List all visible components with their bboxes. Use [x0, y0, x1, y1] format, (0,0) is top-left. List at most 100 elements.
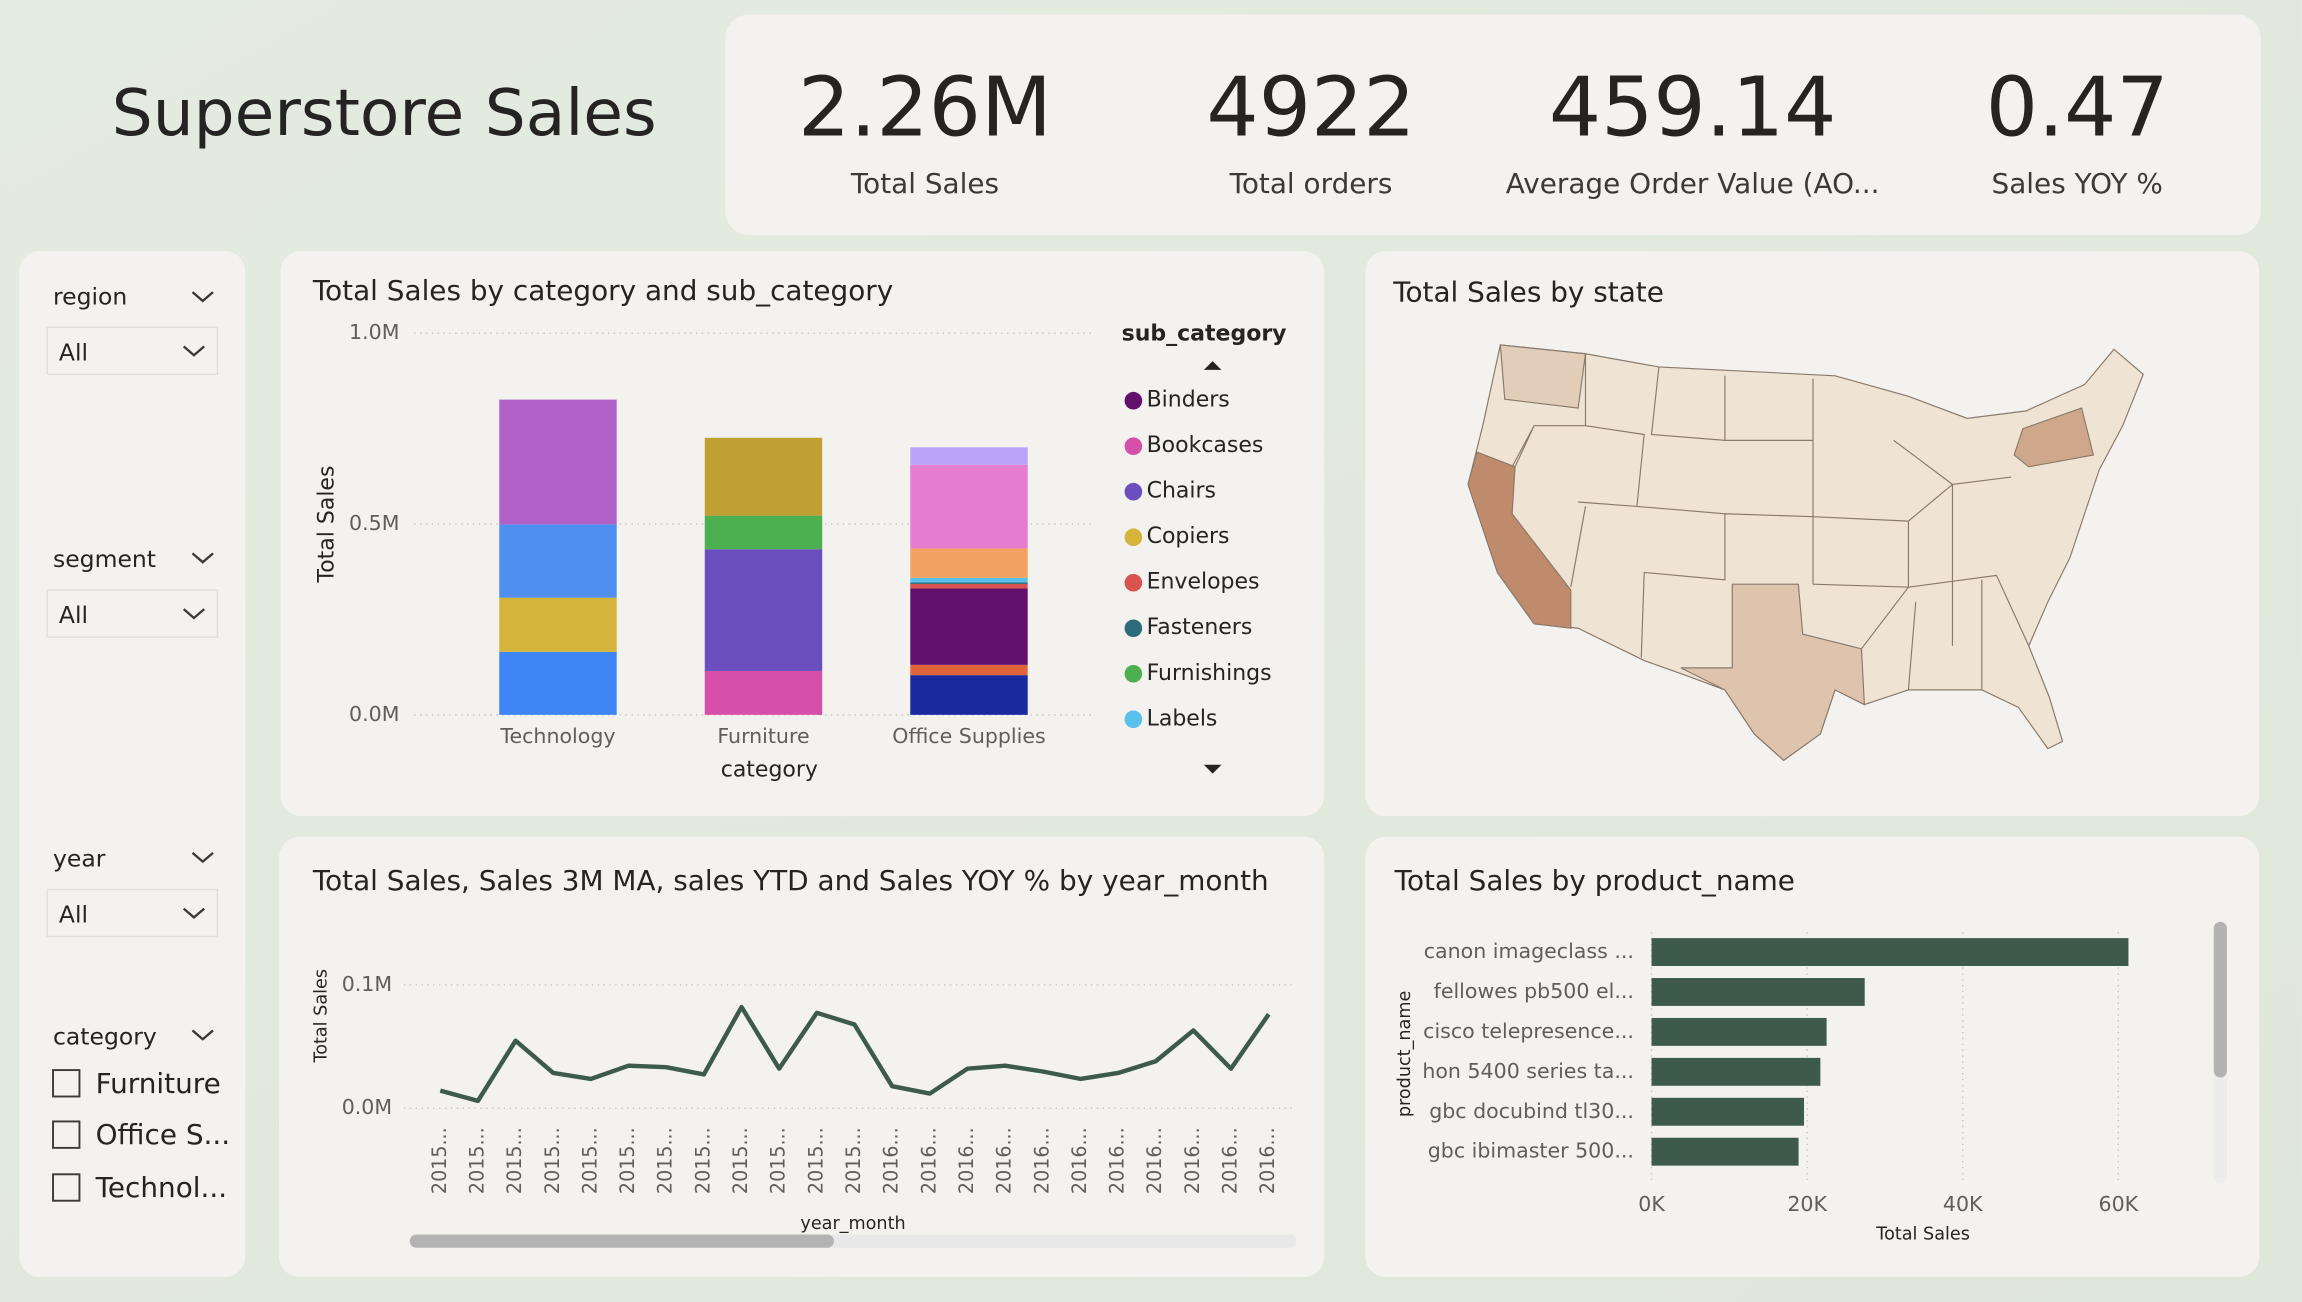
chevron[interactable]: [191, 851, 214, 864]
x-tick-label: 2015...: [805, 1127, 827, 1194]
y-tick-label: 0.5M: [349, 511, 399, 535]
state-shape[interactable]: [1680, 583, 1866, 762]
x-tick-label: 2016...: [881, 1127, 903, 1194]
dropdown-value: All: [59, 338, 88, 366]
bar-segment: [704, 549, 823, 671]
bar: [1651, 1017, 1827, 1046]
state-borders: [1511, 353, 2030, 690]
bar-segment: [499, 651, 617, 715]
bar-segment: [910, 582, 1028, 584]
bar-segment: [704, 437, 823, 516]
x-tick-label: 2015...: [843, 1127, 865, 1194]
kpi-value: 2.26M: [798, 60, 1052, 155]
y-tick-label: hon 5400 series ta...: [1422, 1059, 1634, 1083]
kpi-panel: [725, 14, 2261, 235]
chart-title: Total Sales by product_name: [1394, 864, 1795, 897]
chart-title: Total Sales, Sales 3M MA, sales YTD and …: [312, 864, 1269, 897]
chevron[interactable]: [191, 291, 214, 303]
x-tick-label: 2016...: [1031, 1127, 1053, 1194]
scrollbar-thumb[interactable]: [2213, 921, 2227, 1078]
bar-segment: [910, 664, 1028, 676]
legend-label: Binders: [1147, 388, 1230, 413]
x-tick-label: 2015...: [579, 1127, 601, 1194]
legend-swatch: [1124, 710, 1143, 729]
chevron[interactable]: [191, 552, 214, 564]
x-tick-label: 2015...: [768, 1127, 790, 1194]
legend-scroll-down[interactable]: [1203, 764, 1222, 774]
legend-label: Envelopes: [1147, 570, 1260, 595]
bar: [1651, 1057, 1821, 1086]
legend-label: Chairs: [1147, 479, 1216, 504]
chart-panel: [279, 836, 1325, 1278]
kpi-label: Total Sales: [850, 167, 999, 200]
x-tick-label: Furniture: [717, 724, 809, 748]
legend-swatch: [1124, 391, 1143, 410]
state-shape[interactable]: [1467, 451, 1572, 629]
x-tick-label: 40K: [1943, 1192, 1983, 1216]
x-tick-label: 2016...: [1220, 1127, 1242, 1194]
x-tick-label: 2016...: [956, 1127, 978, 1194]
x-tick-label: 2016...: [994, 1127, 1016, 1194]
x-tick-label: 0K: [1638, 1192, 1665, 1216]
bar-segment: [910, 583, 1028, 589]
x-tick-label: 2015...: [692, 1127, 714, 1194]
slicer-title: segment: [53, 545, 156, 573]
bar-segment: [910, 447, 1028, 465]
state-shape[interactable]: [2013, 407, 2095, 468]
legend-swatch: [1124, 482, 1143, 501]
checkbox[interactable]: [52, 1120, 81, 1149]
y-tick-label: 0.0M: [342, 1095, 392, 1119]
bar-segment: [704, 515, 823, 550]
legend-swatch: [1124, 664, 1143, 683]
chevron[interactable]: [182, 345, 205, 357]
legend-label: Labels: [1147, 706, 1218, 731]
x-tick-label: 2016...: [918, 1127, 940, 1194]
x-tick-label: 2015...: [617, 1127, 639, 1194]
y-tick-label: fellowes pb500 el...: [1434, 979, 1634, 1003]
y-axis-title: product_name: [1395, 991, 1415, 1117]
us-map: [1467, 344, 2144, 762]
y-axis-title: Total Sales: [312, 969, 332, 1064]
bar-segment: [704, 670, 823, 715]
bar: [1651, 1137, 1799, 1166]
checkbox-label: Furniture: [96, 1067, 221, 1100]
x-tick-label: 2015...: [730, 1127, 752, 1194]
bar-segment: [499, 524, 617, 598]
x-tick-label: 2015...: [504, 1127, 526, 1194]
checkbox-label: Technol...: [95, 1171, 227, 1204]
checkbox[interactable]: [52, 1173, 81, 1202]
state-shape[interactable]: [1499, 344, 1587, 409]
x-tick-label: 2016...: [1257, 1127, 1279, 1194]
x-tick-label: Office Supplies: [892, 724, 1045, 748]
bar: [1651, 1097, 1805, 1126]
report-title: Superstore Sales: [112, 76, 657, 151]
x-tick-label: 2015...: [655, 1127, 677, 1194]
kpi-value: 459.14: [1549, 60, 1837, 155]
bar: [1651, 978, 1865, 1006]
x-axis-title: year_month: [800, 1214, 905, 1234]
chevron[interactable]: [182, 608, 205, 620]
checkbox[interactable]: [52, 1069, 81, 1098]
scrollbar-thumb[interactable]: [409, 1234, 834, 1248]
bar-segment: [499, 597, 617, 652]
bar-segment: [910, 675, 1028, 715]
chevron[interactable]: [182, 907, 205, 919]
bar-segment: [910, 588, 1028, 665]
y-tick-label: gbc ibimaster 500...: [1428, 1139, 1634, 1163]
x-tick-label: 2016...: [1144, 1127, 1166, 1194]
bar-segment: [499, 399, 617, 525]
chevron[interactable]: [191, 1029, 214, 1041]
kpi-label: Average Order Value (AO...: [1506, 167, 1880, 200]
x-tick-label: 60K: [2099, 1192, 2139, 1216]
legend-label: Furnishings: [1147, 661, 1272, 686]
y-axis-title: Total Sales: [315, 466, 340, 584]
x-tick-label: 20K: [1787, 1192, 1827, 1216]
x-tick-label: 2015...: [466, 1127, 488, 1194]
dropdown-value: All: [59, 900, 88, 928]
x-tick-label: 2015...: [542, 1127, 564, 1194]
bar-segment: [910, 548, 1028, 578]
legend-swatch: [1124, 619, 1143, 638]
legend-scroll-up[interactable]: [1203, 361, 1222, 370]
